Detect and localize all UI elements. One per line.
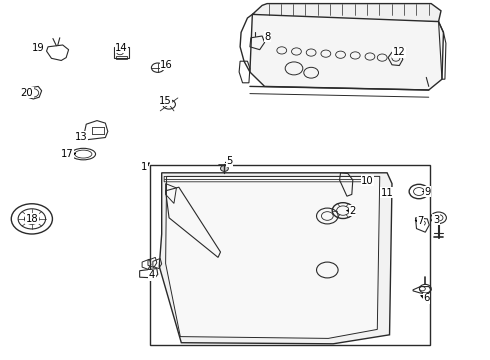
Text: 20: 20 <box>21 88 33 98</box>
Text: 17: 17 <box>61 149 74 159</box>
Text: 4: 4 <box>149 270 155 280</box>
Polygon shape <box>250 14 443 90</box>
Text: 10: 10 <box>361 176 374 186</box>
Text: 16: 16 <box>160 60 173 70</box>
Text: 19: 19 <box>32 42 45 53</box>
Polygon shape <box>166 176 380 338</box>
Text: 5: 5 <box>226 156 233 166</box>
Text: 1: 1 <box>141 162 148 172</box>
Polygon shape <box>159 173 392 344</box>
Bar <box>116 56 127 59</box>
Text: 3: 3 <box>433 215 439 225</box>
Bar <box>114 47 129 58</box>
Polygon shape <box>252 4 441 22</box>
Text: 13: 13 <box>74 132 87 142</box>
Text: 11: 11 <box>381 188 393 198</box>
Text: 6: 6 <box>423 293 430 303</box>
Text: 8: 8 <box>265 32 270 42</box>
Text: 14: 14 <box>115 42 128 53</box>
Text: 7: 7 <box>417 216 424 226</box>
Text: 2: 2 <box>349 206 356 216</box>
Circle shape <box>220 166 228 171</box>
Text: 12: 12 <box>393 47 406 57</box>
Text: 15: 15 <box>159 96 172 106</box>
Text: 9: 9 <box>424 186 431 197</box>
Bar <box>150 165 430 345</box>
Text: 18: 18 <box>25 214 38 224</box>
